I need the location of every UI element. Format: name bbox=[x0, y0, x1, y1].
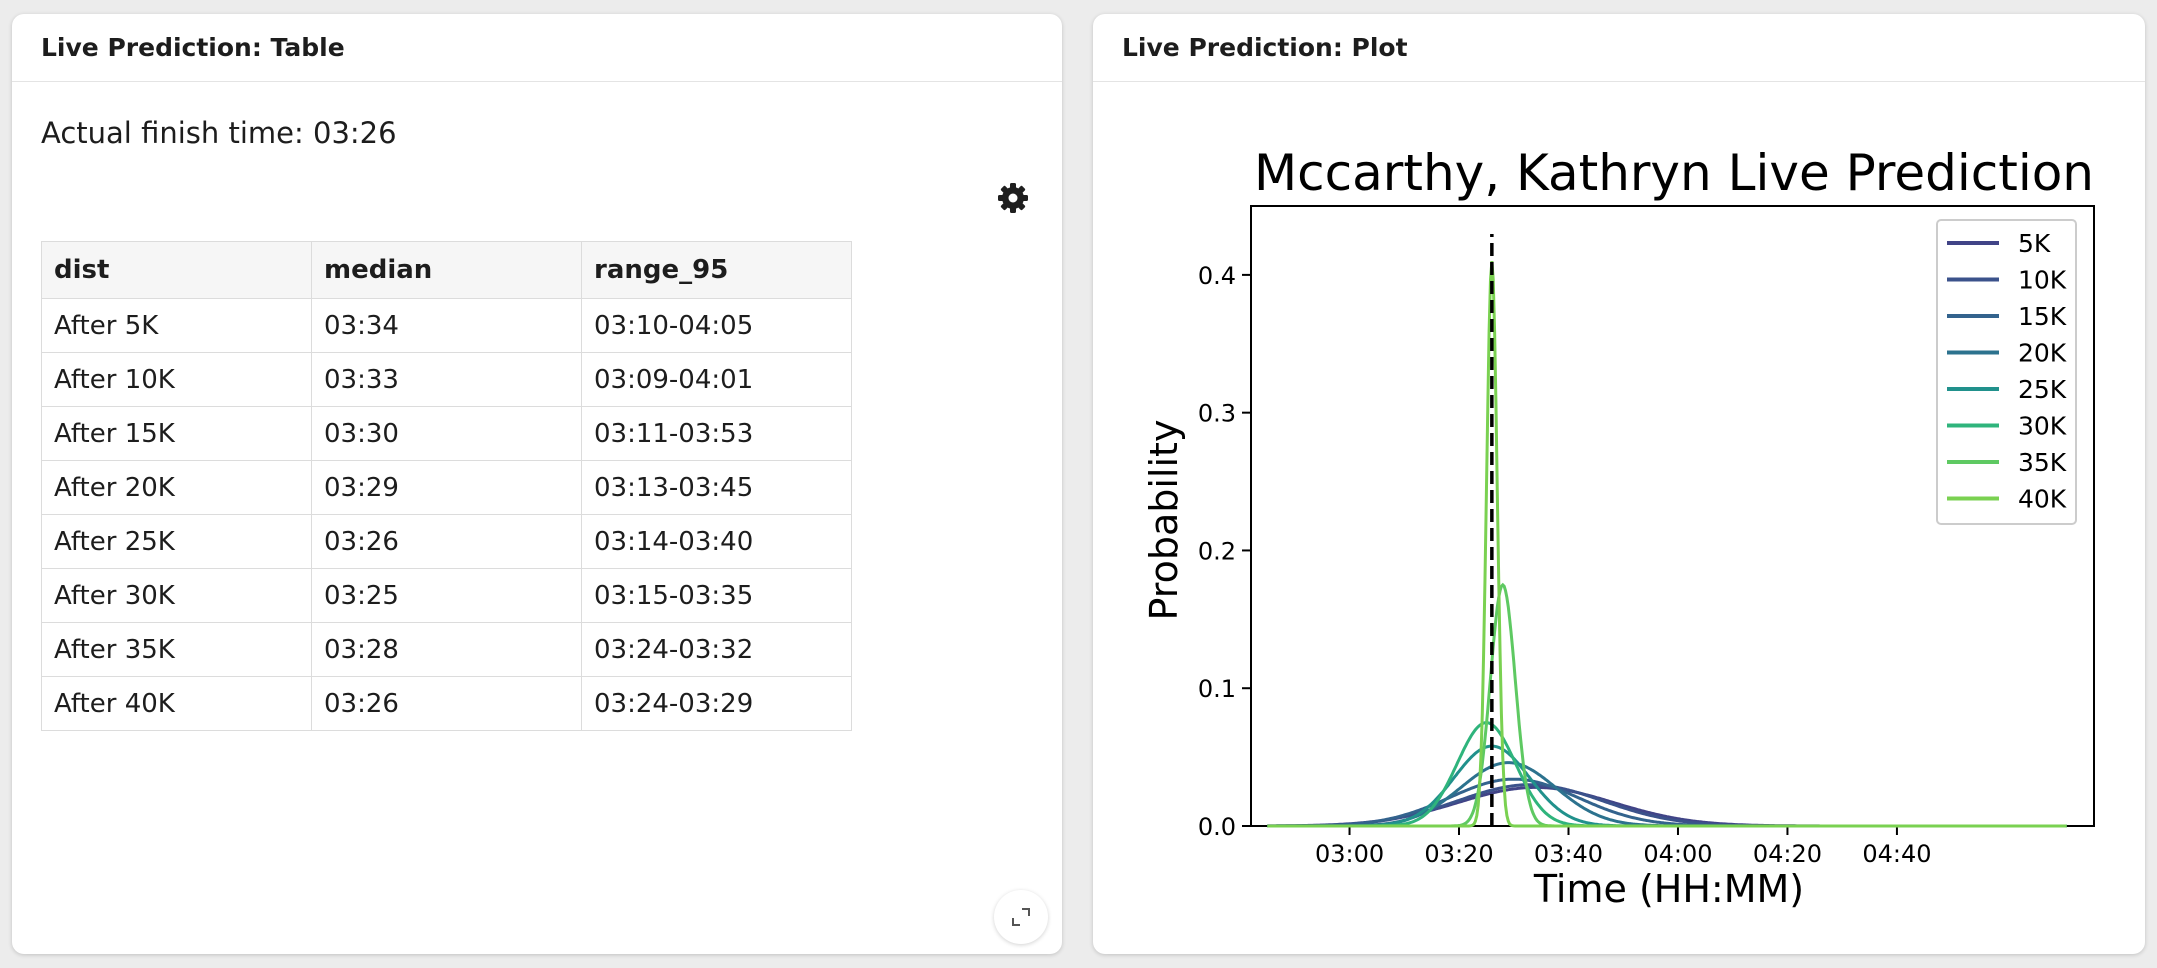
cell-range: 03:13-03:45 bbox=[581, 460, 852, 515]
cell-dist: After 5K bbox=[41, 298, 312, 353]
series-line-25K bbox=[1267, 744, 2067, 828]
cell-dist: After 40K bbox=[41, 676, 312, 731]
y-tick-label: 0.2 bbox=[1198, 537, 1236, 565]
cell-dist: After 30K bbox=[41, 568, 312, 623]
cell-median: 03:26 bbox=[311, 514, 582, 569]
y-tick-label: 0.0 bbox=[1198, 813, 1236, 841]
cell-range: 03:14-03:40 bbox=[581, 514, 852, 569]
legend-label: 35K bbox=[2018, 448, 2067, 477]
cell-dist: After 25K bbox=[41, 514, 312, 569]
x-tick-label: 03:40 bbox=[1534, 840, 1603, 868]
cell-median: 03:25 bbox=[311, 568, 582, 623]
table-row: After 35K 03:28 03:24-03:32 bbox=[41, 622, 852, 677]
cell-median: 03:33 bbox=[311, 352, 582, 407]
cell-range: 03:24-03:29 bbox=[581, 676, 852, 731]
prediction-table: dist median range_95 After 5K 03:34 03:1… bbox=[41, 241, 852, 731]
gear-icon[interactable] bbox=[997, 182, 1029, 214]
plot-card: Live Prediction: Plot Mccarthy, Kathryn … bbox=[1093, 14, 2145, 954]
column-header-median: median bbox=[311, 241, 582, 299]
legend-label: 25K bbox=[2018, 375, 2067, 404]
series-line-30K bbox=[1267, 721, 2067, 828]
cell-dist: After 20K bbox=[41, 460, 312, 515]
cell-range: 03:11-03:53 bbox=[581, 406, 852, 461]
table-row: After 15K 03:30 03:11-03:53 bbox=[41, 406, 852, 461]
legend-label: 5K bbox=[2018, 229, 2051, 258]
legend-label: 15K bbox=[2018, 302, 2067, 331]
column-header-dist: dist bbox=[41, 241, 312, 299]
y-axis-label: Probability bbox=[1142, 420, 1186, 621]
table-row: After 10K 03:33 03:09-04:01 bbox=[41, 352, 852, 407]
legend-label: 20K bbox=[2018, 339, 2067, 368]
x-tick-label: 04:20 bbox=[1753, 840, 1822, 868]
legend-box bbox=[1936, 219, 2077, 525]
cell-dist: After 15K bbox=[41, 406, 312, 461]
table-row: After 30K 03:25 03:15-03:35 bbox=[41, 568, 852, 623]
cell-range: 03:09-04:01 bbox=[581, 352, 852, 407]
legend-label: 40K bbox=[2018, 485, 2067, 514]
cell-range: 03:24-03:32 bbox=[581, 622, 852, 677]
table-row: After 20K 03:29 03:13-03:45 bbox=[41, 460, 852, 515]
expand-icon bbox=[1012, 908, 1030, 926]
cell-median: 03:34 bbox=[311, 298, 582, 353]
cell-range: 03:10-04:05 bbox=[581, 298, 852, 353]
chart-title: Mccarthy, Kathryn Live Prediction bbox=[1254, 144, 2094, 202]
column-header-range: range_95 bbox=[581, 241, 852, 299]
series-line-35K bbox=[1267, 582, 2067, 828]
y-tick-label: 0.3 bbox=[1198, 400, 1236, 428]
cell-median: 03:28 bbox=[311, 622, 582, 677]
x-tick-label: 03:20 bbox=[1424, 840, 1493, 868]
y-tick-label: 0.1 bbox=[1198, 675, 1236, 703]
prediction-chart: Mccarthy, Kathryn Live Prediction Time (… bbox=[1142, 144, 2095, 911]
y-tick-label: 0.4 bbox=[1198, 262, 1236, 290]
table-row: After 25K 03:26 03:14-03:40 bbox=[41, 514, 852, 569]
legend-label: 10K bbox=[2018, 266, 2067, 295]
legend-label: 30K bbox=[2018, 412, 2067, 441]
table-row: After 5K 03:34 03:10-04:05 bbox=[41, 298, 852, 353]
cell-median: 03:29 bbox=[311, 460, 582, 515]
x-tick-label: 04:40 bbox=[1862, 840, 1931, 868]
actual-finish-time: Actual finish time: 03:26 bbox=[41, 116, 397, 150]
cell-dist: After 35K bbox=[41, 622, 312, 677]
table-card-title: Live Prediction: Table bbox=[12, 14, 1062, 82]
table-card: Live Prediction: Table Actual finish tim… bbox=[12, 14, 1062, 954]
x-axis-label: Time (HH:MM) bbox=[1533, 867, 1804, 911]
expand-button[interactable] bbox=[994, 890, 1048, 944]
cell-range: 03:15-03:35 bbox=[581, 568, 852, 623]
plot-card-title: Live Prediction: Plot bbox=[1093, 14, 2145, 82]
table-row: After 40K 03:26 03:24-03:29 bbox=[41, 676, 852, 731]
table-header-row: dist median range_95 bbox=[41, 241, 852, 299]
x-tick-label: 04:00 bbox=[1643, 840, 1712, 868]
x-tick-label: 03:00 bbox=[1315, 840, 1384, 868]
series-line-40K bbox=[1267, 260, 2067, 828]
cell-median: 03:26 bbox=[311, 676, 582, 731]
cell-dist: After 10K bbox=[41, 352, 312, 407]
cell-median: 03:30 bbox=[311, 406, 582, 461]
